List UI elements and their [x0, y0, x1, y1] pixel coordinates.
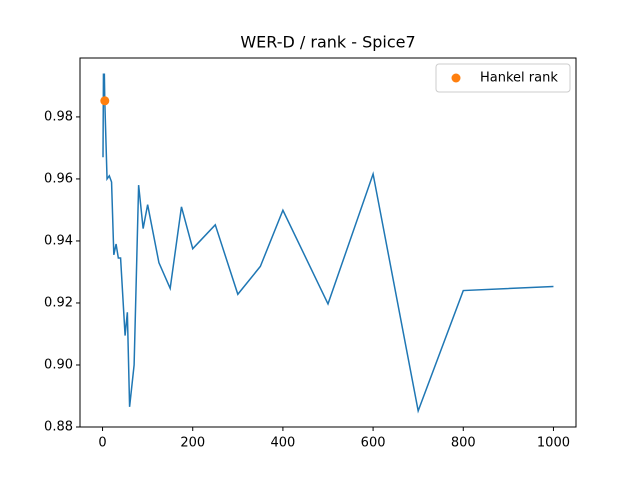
- x-tick-label: 0: [98, 436, 106, 451]
- legend-marker: [451, 73, 461, 83]
- y-tick-label: 0.94: [44, 233, 73, 248]
- marker: [100, 96, 110, 106]
- x-tick-label: 800: [451, 436, 476, 451]
- y-tick-label: 0.92: [44, 295, 73, 310]
- axes-frame: [79, 57, 577, 428]
- legend-label: Hankel rank: [480, 71, 558, 86]
- x-tick-label: 200: [180, 436, 205, 451]
- y-tick-label: 0.96: [44, 171, 73, 186]
- y-tick-label: 0.98: [44, 109, 73, 124]
- x-tick-label: 400: [270, 436, 295, 451]
- x-tick-label: 1000: [537, 436, 570, 451]
- y-tick-label: 0.88: [44, 420, 73, 435]
- data-line: [102, 73, 554, 414]
- x-tick-label: 600: [361, 436, 386, 451]
- legend-box: [435, 63, 571, 93]
- chart-title: WER-D / rank - Spice7: [240, 33, 415, 52]
- y-tick-label: 0.90: [44, 357, 73, 372]
